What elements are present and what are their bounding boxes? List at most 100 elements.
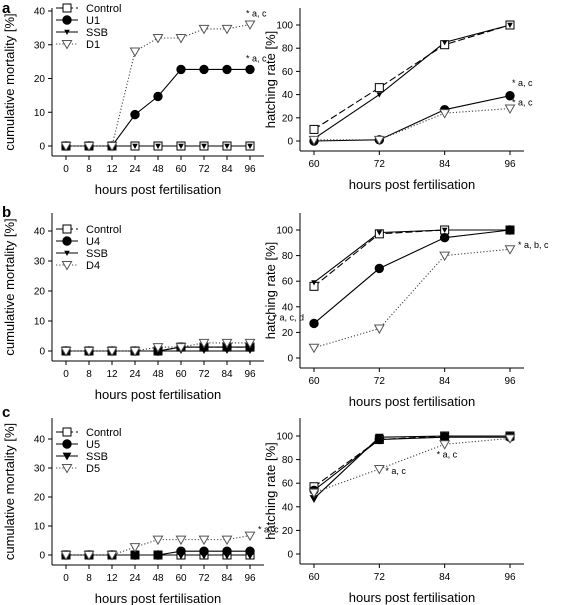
series-line-u5 bbox=[313, 436, 510, 491]
data-point-ssb bbox=[155, 143, 161, 149]
data-point-ssb bbox=[153, 551, 163, 560]
data-point-u1 bbox=[245, 64, 255, 75]
x-tick-label: 72 bbox=[374, 376, 386, 387]
y-tick-label: 20 bbox=[34, 287, 46, 298]
y-tick-label: 0 bbox=[287, 137, 293, 148]
y-tick-label: 0 bbox=[39, 551, 45, 562]
data-point-control bbox=[374, 83, 384, 93]
data-point-ssb bbox=[374, 433, 384, 442]
x-tick-label: 84 bbox=[439, 159, 451, 170]
x-tick-label: 96 bbox=[244, 573, 256, 584]
data-point-control bbox=[309, 124, 319, 134]
x-tick-label: 96 bbox=[504, 159, 516, 170]
series-line-control bbox=[313, 24, 511, 130]
data-point-u4 bbox=[309, 318, 319, 329]
y-tick-label: 20 bbox=[282, 328, 294, 339]
y-axis-title: hatching rate [%] bbox=[263, 31, 278, 129]
data-point-d5 bbox=[60, 551, 72, 561]
chart-a-mortality: 0 10 20 30 40 0 8 12 24 48 60 72 84 96 hours post fert… bbox=[2, 0, 267, 197]
series-line-d4 bbox=[66, 342, 250, 352]
y-tick-label: 80 bbox=[282, 44, 294, 55]
significance-annotation: * a, c bbox=[246, 53, 267, 63]
data-point-ssb bbox=[178, 143, 184, 149]
data-point-d4 bbox=[308, 343, 320, 354]
data-point-d4 bbox=[106, 347, 118, 357]
x-tick-label: 8 bbox=[86, 573, 92, 584]
chart-a-hatching: 0 20 40 60 80 100 60 72 84 96 hours post fertilisa… bbox=[263, 8, 533, 192]
data-point-d4 bbox=[373, 324, 385, 335]
chart-c-mortality: 0 10 20 30 40 0 8 12 24 48 60 72 84 96 hours post fert… bbox=[2, 404, 279, 605]
y-tick-label: 0 bbox=[39, 142, 45, 153]
x-tick-label: 72 bbox=[198, 164, 210, 175]
data-point-d1 bbox=[83, 142, 95, 152]
data-point-u1 bbox=[199, 64, 209, 75]
legend-label: D5 bbox=[86, 463, 100, 475]
x-tick-label: 84 bbox=[221, 369, 233, 380]
data-point-ssb bbox=[176, 551, 186, 560]
data-point-d4 bbox=[152, 343, 164, 353]
x-tick-label: 72 bbox=[374, 159, 386, 170]
data-point-u1 bbox=[153, 91, 163, 102]
data-point-d4 bbox=[129, 347, 141, 357]
y-tick-label: 30 bbox=[34, 257, 46, 268]
legend-marker-d1 bbox=[61, 40, 73, 50]
data-point-ssb bbox=[507, 22, 513, 28]
x-tick-label: 8 bbox=[86, 164, 92, 175]
y-axis-title: hatching rate [%] bbox=[263, 242, 278, 340]
data-point-d1 bbox=[504, 104, 516, 115]
series-line-d1 bbox=[314, 107, 511, 141]
data-point-d1 bbox=[244, 20, 256, 31]
data-point-ssb bbox=[224, 348, 230, 354]
y-tick-label: 30 bbox=[34, 464, 46, 475]
data-point-d4 bbox=[175, 343, 187, 353]
y-tick-label: 30 bbox=[34, 40, 46, 51]
chart-c-hatching: 0 20 40 60 80 100 60 72 84 96 hours post fertilisa… bbox=[263, 418, 524, 605]
legend-label: D1 bbox=[86, 39, 100, 51]
data-point-d4 bbox=[504, 245, 516, 255]
y-axis-title: cumulative mortality [%] bbox=[2, 423, 17, 560]
data-point-d4 bbox=[244, 338, 256, 349]
data-point-d5 bbox=[504, 434, 516, 444]
y-tick-label: 40 bbox=[34, 435, 46, 446]
data-point-d5 bbox=[439, 440, 451, 450]
x-axis-title: hours post fertilisation bbox=[95, 182, 221, 197]
legend-marker-ssb bbox=[64, 250, 70, 256]
x-axis-title: hours post fertilisation bbox=[349, 394, 475, 409]
y-tick-label: 20 bbox=[34, 74, 46, 85]
x-tick-label: 60 bbox=[308, 159, 320, 170]
data-point-ssb bbox=[201, 143, 207, 149]
series-line-u1 bbox=[313, 95, 511, 142]
data-point-ssb bbox=[309, 495, 319, 503]
data-point-ssb bbox=[245, 551, 255, 560]
data-point-d5 bbox=[83, 551, 95, 561]
data-point-ssb bbox=[441, 227, 448, 233]
data-point-ssb bbox=[376, 230, 383, 236]
x-tick-label: 60 bbox=[308, 376, 320, 387]
data-point-u4 bbox=[439, 232, 450, 243]
data-point-d1 bbox=[198, 24, 210, 35]
data-point-ssb bbox=[311, 280, 317, 286]
x-axis-title: hours post fertilisation bbox=[95, 591, 221, 605]
x-tick-label: 0 bbox=[63, 369, 69, 380]
data-point-ssb bbox=[222, 551, 232, 560]
data-point-u1 bbox=[130, 109, 140, 120]
x-tick-label: 24 bbox=[129, 369, 141, 380]
data-point-d5 bbox=[244, 531, 256, 542]
y-axis-title: hatching rate [%] bbox=[263, 442, 278, 540]
y-tick-label: 0 bbox=[287, 550, 293, 561]
x-tick-label: 96 bbox=[244, 369, 256, 380]
x-tick-label: 96 bbox=[504, 376, 516, 387]
y-tick-label: 40 bbox=[34, 7, 46, 18]
legend-marker-ssb bbox=[64, 29, 70, 35]
y-tick-label: 60 bbox=[282, 479, 294, 490]
chart-b-hatching: 0 20 40 60 80 100 60 72 84 96 hours post fertilisa… bbox=[263, 213, 549, 409]
y-tick-label: 40 bbox=[282, 502, 294, 513]
series-line-ssb bbox=[313, 435, 510, 499]
x-axis-title: hours post fertilisation bbox=[349, 590, 475, 605]
y-tick-label: 60 bbox=[282, 67, 294, 78]
x-tick-label: 12 bbox=[106, 164, 118, 175]
y-tick-label: 10 bbox=[34, 317, 46, 328]
y-tick-label: 80 bbox=[282, 251, 294, 262]
